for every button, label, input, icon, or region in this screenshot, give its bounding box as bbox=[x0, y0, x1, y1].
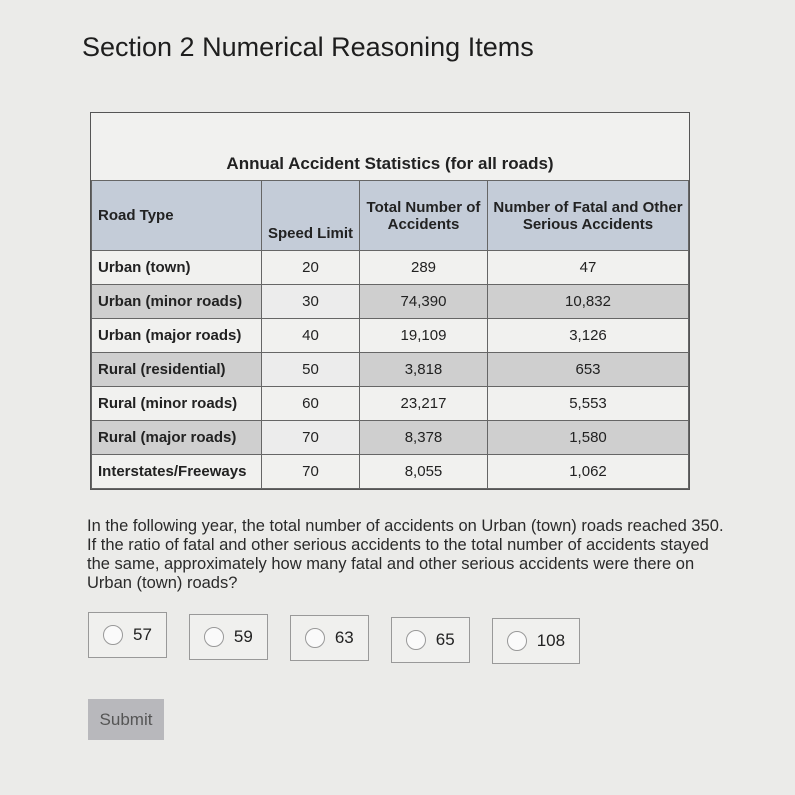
fatal-serious-cell: 5,553 bbox=[487, 386, 689, 421]
fatal-serious-cell: 653 bbox=[487, 352, 689, 387]
accident-statistics-table: Annual Accident Statistics (for all road… bbox=[90, 112, 690, 490]
table-row: Urban (minor roads) 30 74,390 10,832 bbox=[91, 284, 689, 319]
speed-limit-cell: 40 bbox=[261, 318, 360, 353]
radio-button[interactable] bbox=[103, 625, 123, 645]
answer-option[interactable]: 108 bbox=[491, 618, 581, 664]
submit-button[interactable]: Submit bbox=[88, 699, 164, 740]
table-caption: Annual Accident Statistics (for all road… bbox=[91, 113, 689, 181]
radio-button[interactable] bbox=[506, 631, 527, 651]
speed-limit-cell: 20 bbox=[261, 250, 360, 285]
fatal-serious-cell: 1,062 bbox=[487, 454, 689, 489]
column-header-road-type: Road Type bbox=[91, 180, 262, 251]
answer-option[interactable]: 65 bbox=[390, 616, 470, 663]
table-row: Urban (town) 20 289 47 bbox=[91, 250, 689, 285]
road-type-cell: Rural (residential) bbox=[91, 352, 262, 387]
road-type-cell: Rural (minor roads) bbox=[91, 386, 262, 421]
total-accidents-cell: 3,818 bbox=[359, 352, 488, 387]
answer-option-label: 108 bbox=[536, 631, 566, 650]
total-accidents-cell: 289 bbox=[359, 250, 488, 285]
road-type-cell: Rural (major roads) bbox=[91, 420, 262, 455]
road-type-cell: Urban (minor roads) bbox=[91, 284, 262, 319]
answer-option-label: 63 bbox=[334, 628, 354, 647]
total-accidents-cell: 8,055 bbox=[359, 454, 488, 489]
radio-button[interactable] bbox=[405, 629, 426, 650]
answer-option[interactable]: 59 bbox=[188, 613, 268, 660]
radio-button[interactable] bbox=[304, 628, 325, 648]
radio-button[interactable] bbox=[203, 626, 224, 647]
column-header-speed-limit: Speed Limit bbox=[261, 180, 360, 251]
total-accidents-cell: 74,390 bbox=[359, 284, 488, 319]
table-row: Urban (major roads) 40 19,109 3,126 bbox=[91, 318, 689, 353]
answer-options: 57 59 63 65 108 bbox=[88, 612, 581, 664]
speed-limit-cell: 70 bbox=[261, 420, 360, 455]
answer-option-label: 65 bbox=[435, 629, 455, 649]
answer-option-label: 59 bbox=[233, 626, 253, 646]
total-accidents-cell: 23,217 bbox=[359, 386, 488, 421]
question-text: In the following year, the total number … bbox=[87, 517, 724, 592]
answer-option[interactable]: 57 bbox=[88, 612, 167, 658]
total-accidents-cell: 8,378 bbox=[359, 420, 488, 455]
speed-limit-cell: 60 bbox=[261, 386, 360, 421]
page-title: Section 2 Numerical Reasoning Items bbox=[82, 32, 534, 62]
road-type-cell: Urban (major roads) bbox=[91, 318, 262, 353]
road-type-cell: Urban (town) bbox=[91, 250, 262, 285]
table-row: Rural (minor roads) 60 23,217 5,553 bbox=[91, 386, 689, 421]
speed-limit-cell: 30 bbox=[261, 284, 360, 319]
fatal-serious-cell: 1,580 bbox=[487, 420, 689, 455]
table-row: Rural (major roads) 70 8,378 1,580 bbox=[91, 420, 689, 455]
fatal-serious-cell: 47 bbox=[487, 250, 689, 285]
total-accidents-cell: 19,109 bbox=[359, 318, 488, 353]
speed-limit-cell: 70 bbox=[261, 454, 360, 489]
fatal-serious-cell: 10,832 bbox=[487, 284, 689, 319]
answer-option[interactable]: 63 bbox=[289, 615, 369, 661]
table-row: Rural (residential) 50 3,818 653 bbox=[91, 352, 689, 387]
table-row: Interstates/Freeways 70 8,055 1,062 bbox=[91, 454, 689, 489]
answer-option-label: 57 bbox=[133, 625, 152, 644]
road-type-cell: Interstates/Freeways bbox=[91, 454, 262, 489]
column-header-fatal-serious: Number of Fatal and Other Serious Accide… bbox=[487, 180, 689, 251]
speed-limit-cell: 50 bbox=[261, 352, 360, 387]
fatal-serious-cell: 3,126 bbox=[487, 318, 689, 353]
column-header-total-accidents: Total Number of Accidents bbox=[359, 180, 488, 251]
